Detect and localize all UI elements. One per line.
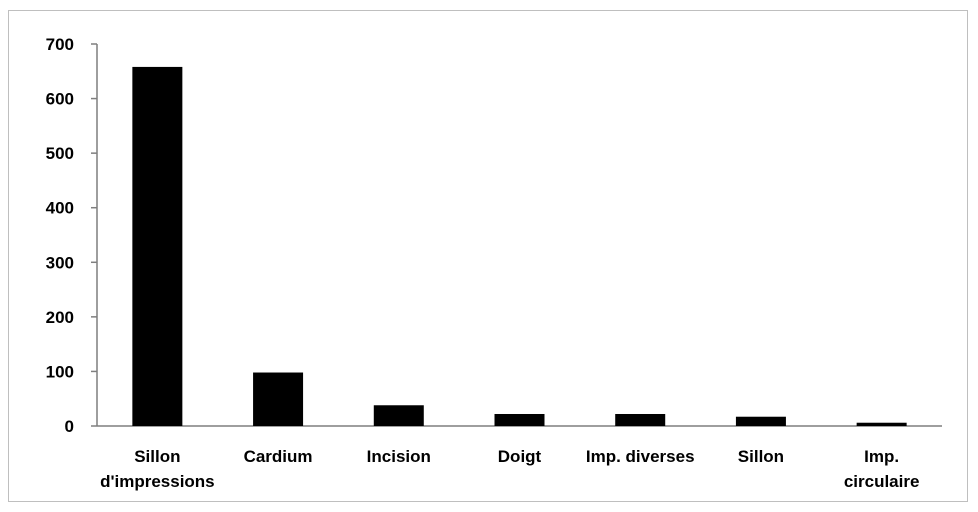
axes bbox=[96, 44, 942, 427]
bar bbox=[373, 405, 424, 426]
y-tick-label: 0 bbox=[65, 417, 74, 436]
x-tick-label-line: Sillon bbox=[134, 447, 180, 466]
x-tick-label-line: Imp. bbox=[864, 447, 899, 466]
x-tick-label: Incision bbox=[367, 447, 431, 466]
bar bbox=[735, 416, 786, 426]
x-tick-label-line: Doigt bbox=[498, 447, 542, 466]
y-axis-ticks: 0 100 200 300 400 500 600 700 bbox=[46, 35, 97, 436]
bars bbox=[132, 66, 907, 427]
x-tick-label: Doigt bbox=[498, 447, 542, 466]
x-tick-label: Cardium bbox=[244, 447, 313, 466]
bar bbox=[253, 372, 304, 426]
x-tick-label-line: d'impressions bbox=[100, 472, 215, 491]
bar bbox=[615, 413, 666, 426]
bar bbox=[132, 66, 183, 427]
x-tick-label-line: Incision bbox=[367, 447, 431, 466]
x-tick-label: Imp. circulaire bbox=[844, 447, 920, 491]
x-tick-label: Imp. diverses bbox=[586, 447, 695, 466]
y-tick-label: 200 bbox=[46, 308, 74, 327]
y-tick-label: 100 bbox=[46, 362, 74, 381]
y-tick-label: 700 bbox=[46, 35, 74, 54]
bar bbox=[856, 422, 907, 426]
y-tick-label: 500 bbox=[46, 144, 74, 163]
y-tick-label: 300 bbox=[46, 253, 74, 272]
x-tick-label: Sillon d'impressions bbox=[100, 447, 215, 491]
x-axis-labels: Sillon d'impressions Cardium Incision Doigt I… bbox=[100, 447, 919, 491]
x-tick-label-line: Imp. diverses bbox=[586, 447, 695, 466]
y-tick-label: 400 bbox=[46, 199, 74, 218]
y-tick-label: 600 bbox=[46, 90, 74, 109]
x-tick-label-line: Sillon bbox=[738, 447, 784, 466]
x-tick-label: Sillon bbox=[738, 447, 784, 466]
x-tick-label-line: circulaire bbox=[844, 472, 920, 491]
x-tick-label-line: Cardium bbox=[244, 447, 313, 466]
bar bbox=[494, 413, 545, 426]
